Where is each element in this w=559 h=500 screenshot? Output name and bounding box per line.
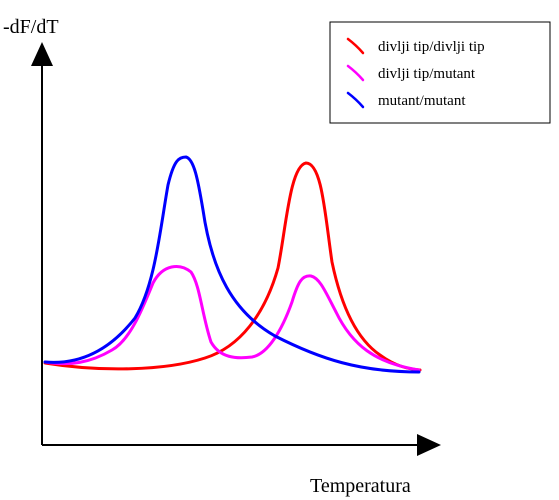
legend-label-2: divlji tip/mutant	[378, 66, 476, 82]
legend-label-1: divlji tip/divlji tip	[378, 39, 485, 55]
y-axis-label: -dF/dT	[3, 16, 59, 38]
legend-item-3: mutant/mutant	[346, 91, 466, 109]
series-line-3	[43, 155, 421, 374]
y-axis-arrow	[31, 42, 53, 66]
legend-swatch-1	[346, 37, 365, 55]
legend-label-3: mutant/mutant	[378, 93, 466, 109]
series-line-1	[43, 161, 422, 372]
legend: divlji tip/divlji tip divlji tip/mutant mu…	[329, 21, 551, 124]
legend-box	[329, 21, 551, 124]
series-line-2	[43, 265, 421, 372]
x-axis-label: Temperatura	[310, 475, 411, 497]
legend-swatch-2	[346, 64, 365, 82]
x-axis-arrow	[417, 434, 441, 456]
axes	[31, 42, 441, 456]
legend-item-1: divlji tip/divlji tip	[346, 37, 485, 55]
curves-group	[43, 155, 422, 374]
legend-items: divlji tip/divlji tip divlji tip/mutant mu…	[346, 37, 485, 109]
legend-item-2: divlji tip/mutant	[346, 64, 476, 82]
legend-swatch-3	[346, 91, 365, 109]
plot-area	[31, 42, 441, 456]
